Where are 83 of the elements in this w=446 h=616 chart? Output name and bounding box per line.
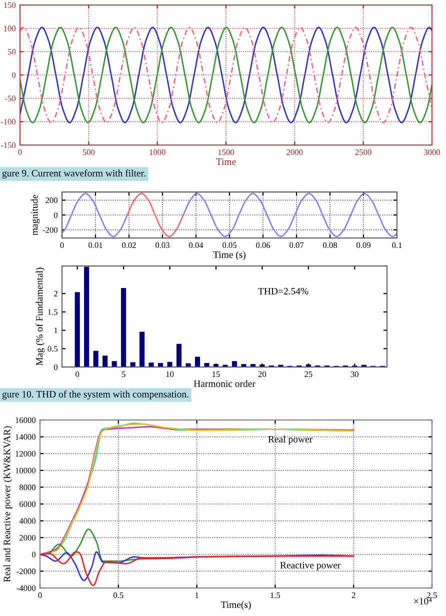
bar (204, 362, 210, 367)
x-tick-label: 5 (122, 371, 126, 378)
x-tick-label: 0 (38, 592, 42, 598)
x-tick-label: 0.07 (290, 242, 304, 248)
annotation: Real power (268, 436, 312, 444)
annotation: THD=2.54% (258, 288, 308, 294)
x-tick-label: 2.5 (427, 592, 437, 598)
x-tick-label: 0.05 (222, 242, 236, 248)
x-tick-label: 15 (212, 371, 220, 378)
bar (102, 356, 108, 367)
x-tick-label: 0.01 (88, 242, 102, 248)
x-tick-label: 25 (304, 371, 312, 378)
x-tick-label: 0.5 (114, 592, 124, 598)
y-tick-label: -50 (5, 96, 16, 102)
text: ×10⁴ (414, 598, 432, 604)
x-tick-label: 2500 (355, 149, 372, 156)
x-tick-label: 0.1 (392, 242, 402, 248)
text: gure 9. Current waveform with filter. (2, 170, 146, 178)
y-tick-label: 0 (12, 72, 16, 78)
y-tick-label: 200 (46, 198, 58, 204)
bar (74, 292, 80, 367)
bar (176, 344, 182, 367)
y-tick-label: -150 (0, 142, 16, 148)
y-axis-title: magnitude (30, 194, 40, 236)
bar (148, 362, 154, 367)
x-tick-label: 2000 (286, 149, 303, 156)
x-tick-label: 0.09 (356, 242, 370, 248)
bar (121, 288, 126, 367)
bar (241, 364, 246, 367)
bar (112, 361, 117, 367)
x-tick-label: 0.03 (156, 242, 170, 248)
text: gure 10. THD of the system with compensation. (2, 390, 188, 400)
y-tick-label: -4000 (16, 585, 36, 591)
y-tick-label: 2 (54, 290, 58, 296)
bar (93, 350, 98, 367)
x-axis-title: Time (s) (213, 251, 246, 260)
x-axis-title: Time (216, 158, 236, 165)
x-tick-label: 0.02 (122, 242, 136, 248)
y-tick-label: 16000 (16, 417, 36, 423)
y-axis-title: Real and Reactive power (KW&KVAR) (3, 426, 12, 582)
y-tick-label: 1.5 (48, 309, 58, 315)
y-tick-label: 0 (32, 552, 36, 558)
y-tick-label: 0 (54, 212, 58, 218)
x-tick-label: 0.08 (323, 242, 337, 248)
y-tick-label: 6000 (20, 501, 36, 507)
y-tick-label: -2000 (16, 568, 36, 574)
bar (194, 356, 200, 367)
x-tick-label: 30 (350, 371, 358, 378)
annotation: Reactive power (280, 562, 341, 570)
y-tick-label: 2000 (20, 534, 36, 541)
y-tick-label: 12000 (16, 450, 36, 457)
x-tick-label: 1000 (150, 149, 166, 156)
y-tick-label: 0 (54, 364, 58, 370)
y-tick-label: 14000 (16, 434, 36, 440)
x-tick-label: 1 (195, 592, 198, 598)
x-tick-label: 3000 (424, 149, 440, 156)
x-tick-label: 0 (76, 371, 80, 378)
y-tick-label: 8000 (19, 484, 36, 490)
x-tick-label: 0 (60, 242, 64, 248)
bar (130, 362, 136, 367)
y-tick-label: 100 (4, 26, 16, 32)
x-axis-title: Harmonic order (194, 380, 256, 387)
bar (84, 266, 90, 367)
y-tick-label: 10000 (16, 468, 36, 474)
x-tick-label: 500 (82, 149, 95, 156)
x-tick-label: 1.5 (270, 592, 280, 598)
y-tick-label: -100 (0, 119, 16, 125)
x-tick-label: 0.06 (256, 242, 270, 248)
y-tick-label: 0.5 (48, 346, 58, 352)
y-tick-label: 4000 (19, 518, 36, 524)
bar (232, 361, 238, 367)
x-tick-label: 0.04 (189, 242, 204, 248)
bar (140, 332, 145, 367)
y-tick-label: 150 (4, 2, 16, 8)
y-tick-label: -200 (42, 227, 58, 233)
x-axis-title: Time(s) (220, 601, 251, 610)
x-tick-label: 20 (258, 371, 266, 378)
x-tick-label: 10 (166, 371, 174, 378)
y-axis-title: Mag (% of Fundamental) (36, 268, 45, 366)
x-tick-label: 2 (352, 592, 356, 598)
x-tick-label: 1500 (218, 149, 234, 156)
y-tick-label: 50 (8, 49, 16, 55)
y-tick-label: 1 (54, 328, 58, 334)
